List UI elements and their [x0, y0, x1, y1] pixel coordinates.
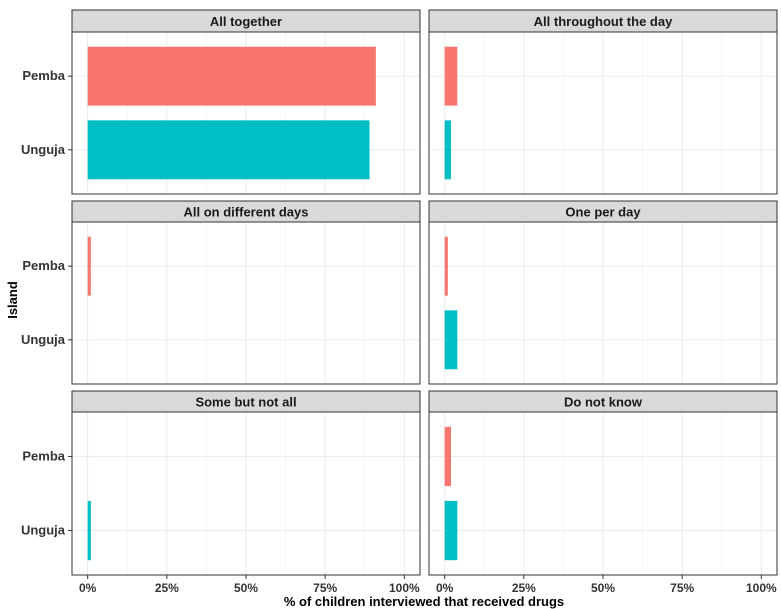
x-tick-label: 75%	[313, 581, 337, 595]
facet-strip-label: All throughout the day	[534, 14, 673, 29]
bar-unguja	[444, 310, 458, 370]
bar-unguja	[87, 500, 91, 561]
facet-strip-label: All together	[210, 14, 282, 29]
panel-border	[71, 31, 421, 195]
x-tick-label: 75%	[670, 581, 694, 595]
panel-border	[428, 31, 778, 195]
y-tick-label: Pemba	[22, 68, 65, 83]
facet-strip-label: Some but not all	[195, 395, 296, 410]
x-tick-label: 25%	[155, 581, 179, 595]
x-axis-title: % of children interviewed that received …	[284, 594, 564, 609]
y-tick-label: Unguja	[21, 523, 66, 538]
y-tick-label: Pemba	[22, 448, 65, 463]
y-axis-title: Island	[5, 281, 20, 319]
x-tick-label: 0%	[79, 581, 97, 595]
panel-border	[428, 221, 778, 385]
y-tick-label: Unguja	[21, 142, 66, 157]
facet-strip-label: Do not know	[564, 395, 643, 410]
bar-pemba	[87, 46, 376, 106]
panel-border	[71, 221, 421, 385]
bar-unguja	[87, 120, 370, 180]
facet-strip-label: One per day	[565, 205, 641, 220]
bar-pemba	[444, 426, 451, 487]
bar-pemba	[87, 236, 91, 296]
bar-unguja	[444, 120, 451, 180]
x-tick-label: 100%	[746, 581, 777, 595]
bar-pemba	[444, 46, 458, 106]
bar-unguja	[444, 500, 458, 561]
x-tick-label: 25%	[512, 581, 536, 595]
x-tick-label: 0%	[436, 581, 454, 595]
x-tick-label: 50%	[591, 581, 615, 595]
bar-pemba	[444, 236, 448, 296]
y-tick-label: Unguja	[21, 332, 66, 347]
x-tick-label: 100%	[389, 581, 420, 595]
y-tick-label: Pemba	[22, 258, 65, 273]
x-tick-label: 50%	[234, 581, 258, 595]
facet-strip-label: All on different days	[184, 205, 309, 220]
